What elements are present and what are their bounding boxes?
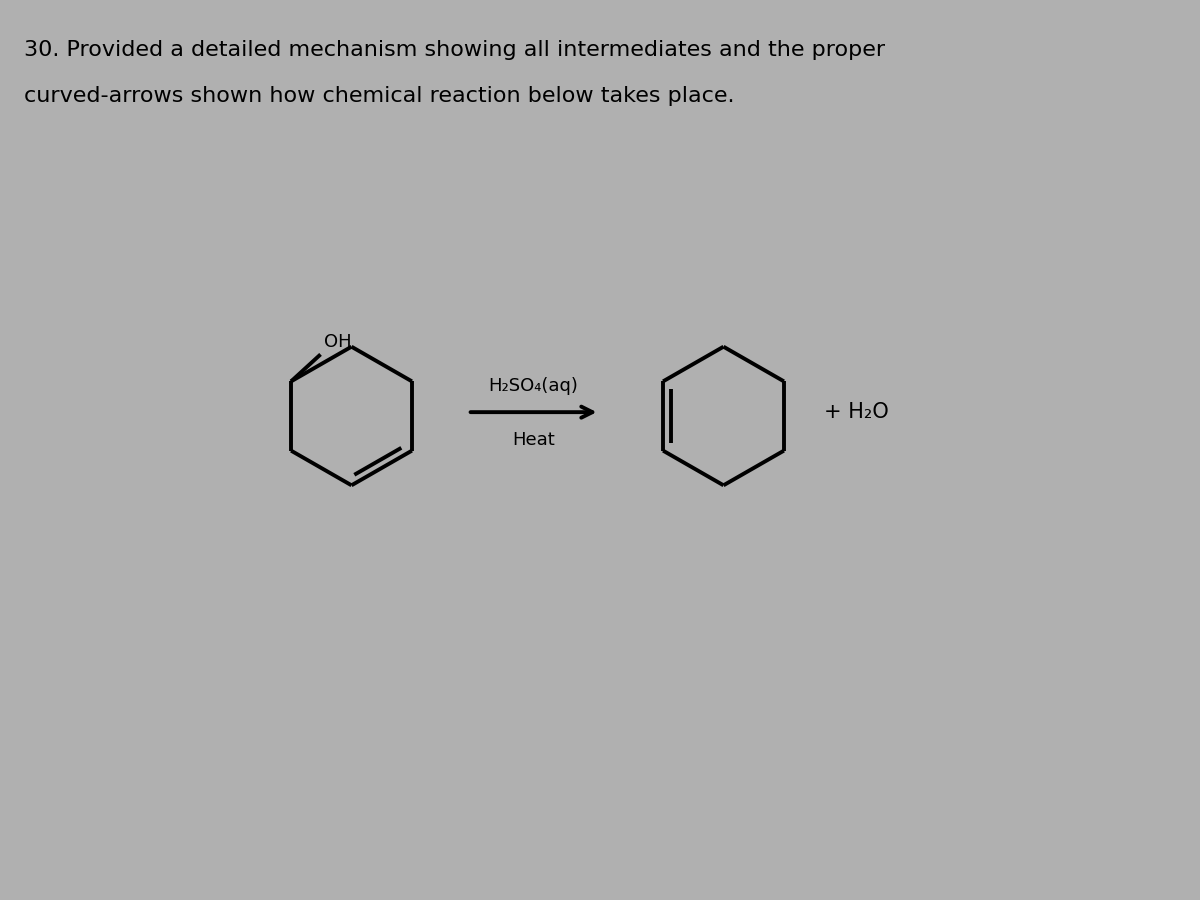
Text: + H₂O: + H₂O [824,402,889,422]
Text: curved-arrows shown how chemical reaction below takes place.: curved-arrows shown how chemical reactio… [24,86,734,105]
Text: OH: OH [324,333,352,351]
Text: 30. Provided a detailed mechanism showing all intermediates and the proper: 30. Provided a detailed mechanism showin… [24,40,886,60]
Text: Heat: Heat [512,431,554,449]
Text: H₂SO₄(aq): H₂SO₄(aq) [488,377,578,395]
